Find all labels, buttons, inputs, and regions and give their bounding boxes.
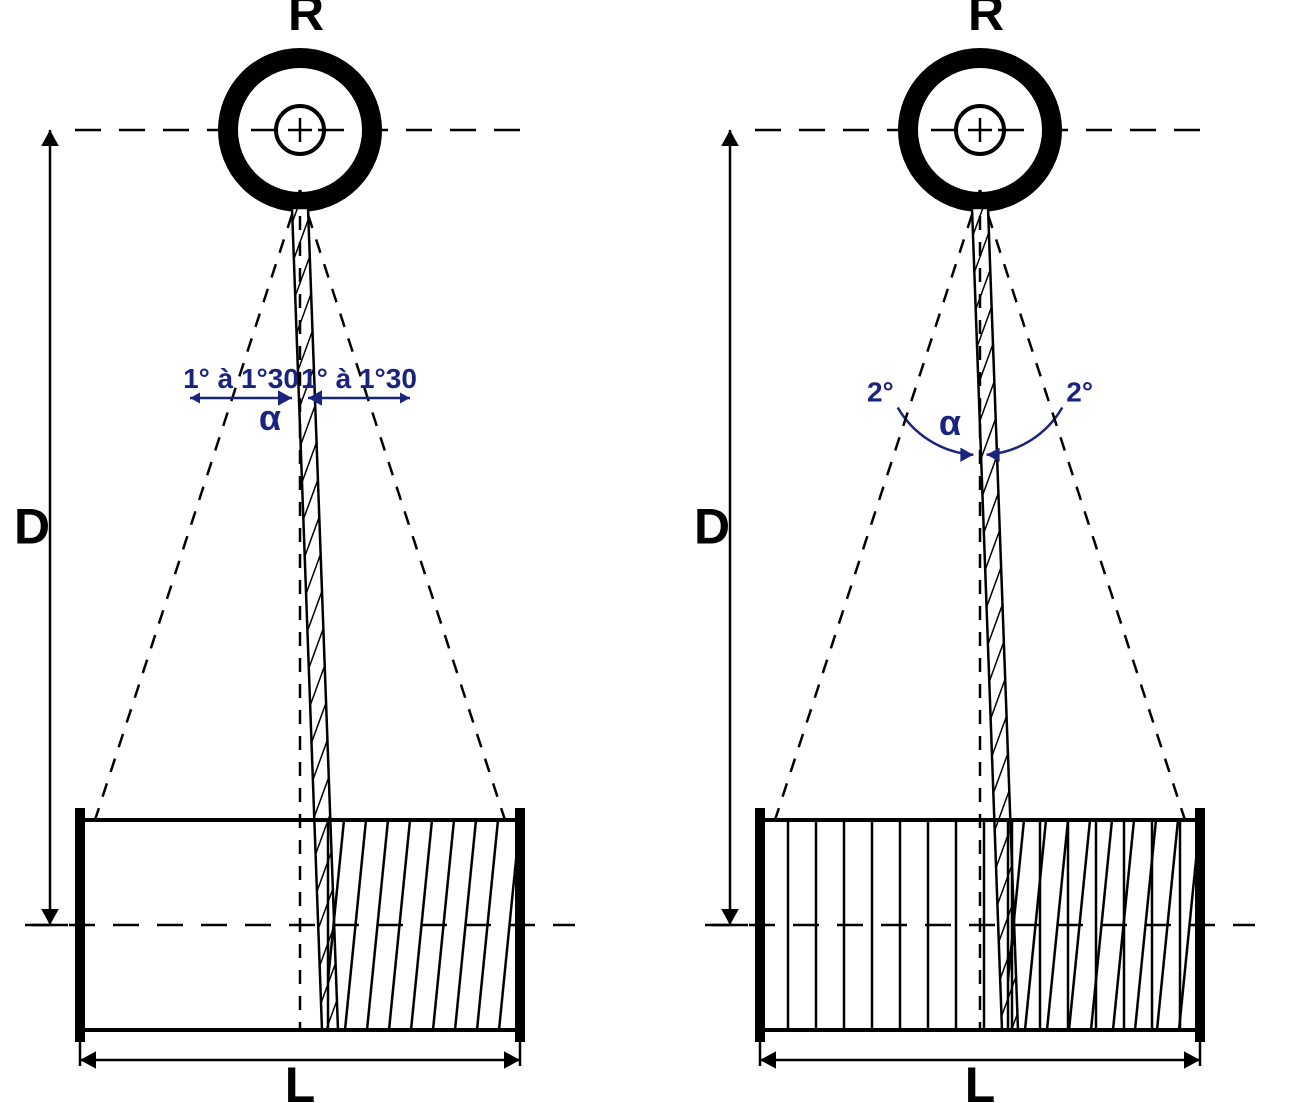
label-R: R [968, 0, 1004, 41]
angle-right-label: 2° [1066, 377, 1093, 408]
label-L: L [285, 1057, 316, 1103]
label-L: L [965, 1057, 996, 1103]
angle-left-label: 1° à 1°30 [183, 363, 299, 394]
label-alpha: α [939, 402, 961, 443]
label-D: D [14, 499, 50, 555]
cone-left-dash [775, 190, 980, 820]
cone-right-dash [300, 190, 505, 820]
cone-right-dash [980, 190, 1185, 820]
cone-left-dash [95, 190, 300, 820]
label-alpha: α [259, 397, 281, 438]
angle-arc-left [898, 408, 974, 455]
label-R: R [288, 0, 324, 41]
diagram-right [760, 58, 1244, 1030]
angle-left-label: 2° [867, 377, 894, 408]
angle-right-label: 1° à 1°30 [301, 363, 417, 394]
diagram-left [80, 58, 564, 1030]
label-D: D [694, 499, 730, 555]
